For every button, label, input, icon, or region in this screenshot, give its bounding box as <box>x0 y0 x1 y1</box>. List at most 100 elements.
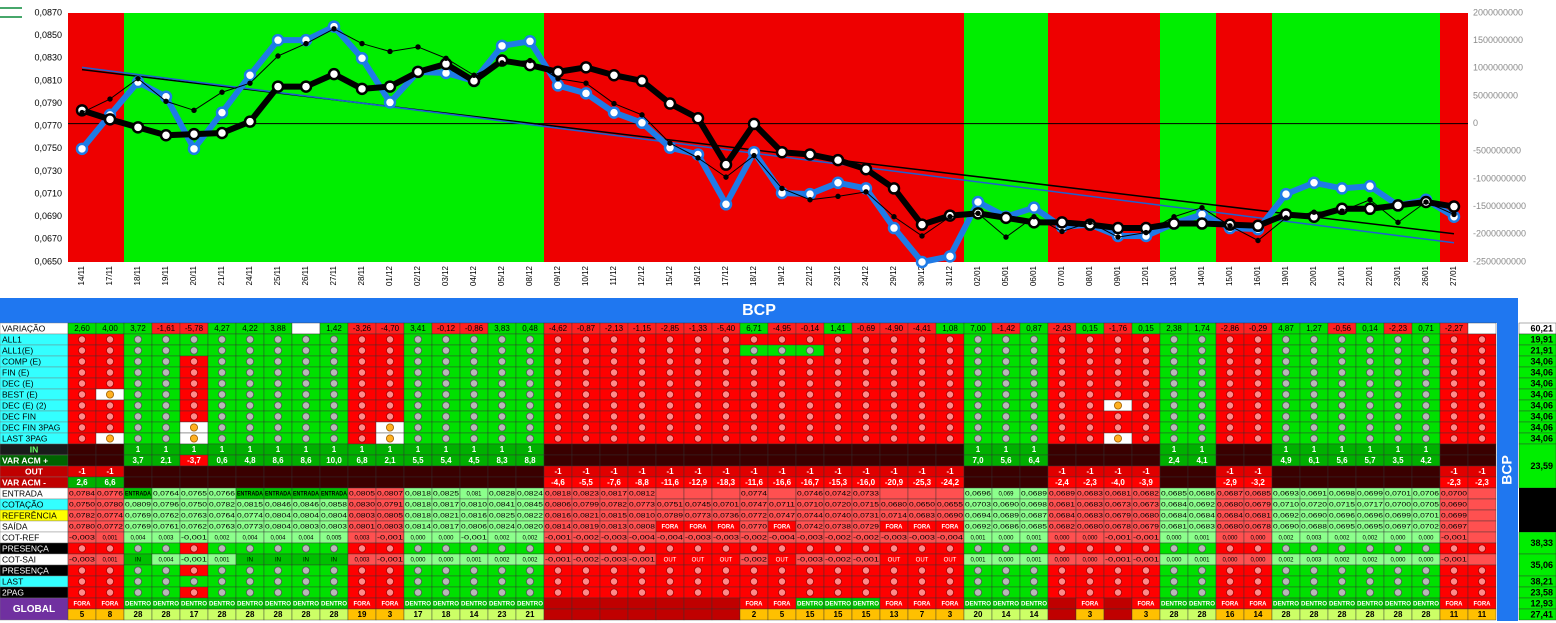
status-dot <box>1366 588 1375 597</box>
cell-value: 0,0736 <box>713 514 740 520</box>
cell-value: -1 <box>750 467 758 476</box>
value-cell <box>879 454 909 467</box>
value-cell <box>459 476 489 489</box>
status-dot <box>497 423 506 432</box>
cell-value: 0,0806 <box>461 525 488 531</box>
status-dot <box>497 588 506 597</box>
total-value: 34,06 <box>1530 378 1553 388</box>
cell-value: -1 <box>106 467 114 476</box>
cell-value: 0,48 <box>522 324 538 333</box>
cell-value: 8,8 <box>524 456 536 465</box>
status-dot <box>1338 412 1347 421</box>
status-dot <box>1310 423 1319 432</box>
status-dot <box>750 566 759 575</box>
cell-value: 19 <box>358 610 367 619</box>
cell-value: DENTRO <box>1301 602 1327 608</box>
status-dot <box>974 544 983 553</box>
cell-value: -0,001 <box>181 558 208 564</box>
status-dot <box>1030 577 1039 586</box>
cell-value: 0,0701 <box>1413 514 1440 520</box>
cell-value: 0,0772 <box>741 514 768 520</box>
status-dot <box>78 577 87 586</box>
cell-value: -1 <box>610 467 618 476</box>
status-dot <box>722 346 731 355</box>
cell-value: FORA <box>662 525 680 531</box>
row-label: COMP (E) <box>2 356 41 366</box>
cell-value: 0,0701 <box>1385 492 1412 498</box>
status-dot <box>1366 544 1375 553</box>
status-dot <box>610 434 619 443</box>
status-dot <box>245 423 254 432</box>
status-dot <box>694 379 703 388</box>
cell-value: 0,0681 <box>1161 525 1188 531</box>
status-dot <box>1366 335 1375 344</box>
value-cell <box>375 476 405 489</box>
status-dot <box>357 335 366 344</box>
status-dot <box>526 346 535 355</box>
cell-value: DENTRO <box>321 602 347 608</box>
total-value: 38,33 <box>1530 538 1553 548</box>
cell-value: 0,004 <box>242 536 258 542</box>
value-cell <box>1467 454 1497 467</box>
status-dot <box>1282 566 1291 575</box>
status-dot <box>161 412 170 421</box>
status-dot <box>385 412 394 421</box>
status-dot <box>329 346 338 355</box>
status-dot <box>497 412 506 421</box>
cell-value: 1 <box>220 445 225 454</box>
status-dot <box>1478 434 1487 443</box>
cell-value: -1 <box>1058 467 1066 476</box>
status-dot <box>1086 357 1095 366</box>
cell-value: DENTRO <box>1273 602 1299 608</box>
cell-value: 0,0814 <box>545 525 572 531</box>
cell-value: DENTRO <box>825 602 851 608</box>
value-cell <box>655 443 685 456</box>
cell-value: 0,0782 <box>209 503 236 509</box>
cell-value: 0,0763 <box>209 525 236 531</box>
value-cell <box>347 465 377 478</box>
cell-value: ENTRADA <box>265 492 292 498</box>
band <box>460 13 488 262</box>
status-dot <box>1002 588 1011 597</box>
cell-value: 0,0805 <box>377 514 404 520</box>
status-dot <box>1282 577 1291 586</box>
value-cell <box>1215 443 1245 456</box>
status-dot <box>357 401 366 410</box>
value-cell <box>319 476 349 489</box>
status-dot <box>890 566 899 575</box>
value-cell <box>599 454 629 467</box>
status-dot <box>1002 335 1011 344</box>
status-dot <box>918 357 927 366</box>
status-dot <box>78 346 87 355</box>
cell-value: 0,0825 <box>433 492 460 498</box>
series-marker <box>719 158 733 171</box>
cell-value: 0,0715 <box>1329 503 1356 509</box>
y2-tick-label: 2000000000 <box>1473 7 1523 17</box>
value-cell <box>767 487 797 500</box>
status-dot <box>385 566 394 575</box>
status-dot <box>554 434 563 443</box>
cell-value: -1 <box>554 467 562 476</box>
value-cell <box>991 465 1021 478</box>
cell-value: -1 <box>1114 467 1122 476</box>
value-cell <box>739 443 769 456</box>
cell-value: -1 <box>694 467 702 476</box>
status-dot <box>1170 566 1179 575</box>
status-dot <box>806 346 815 355</box>
series-marker <box>191 107 197 114</box>
cell-value: DENTRO <box>965 602 991 608</box>
status-dot <box>301 412 310 421</box>
x-tick-label: 08/01 <box>1085 265 1094 286</box>
value-cell <box>1159 476 1189 489</box>
series-marker <box>723 174 729 180</box>
cell-value: 2,1 <box>384 456 396 465</box>
status-dot <box>1030 368 1039 377</box>
x-tick-label: 17/11 <box>105 265 114 285</box>
value-cell <box>543 597 573 610</box>
status-dot <box>469 577 478 586</box>
status-dot <box>666 423 675 432</box>
value-cell <box>95 443 125 456</box>
cell-value: DENTRO <box>209 602 235 608</box>
series-marker <box>1111 221 1125 235</box>
